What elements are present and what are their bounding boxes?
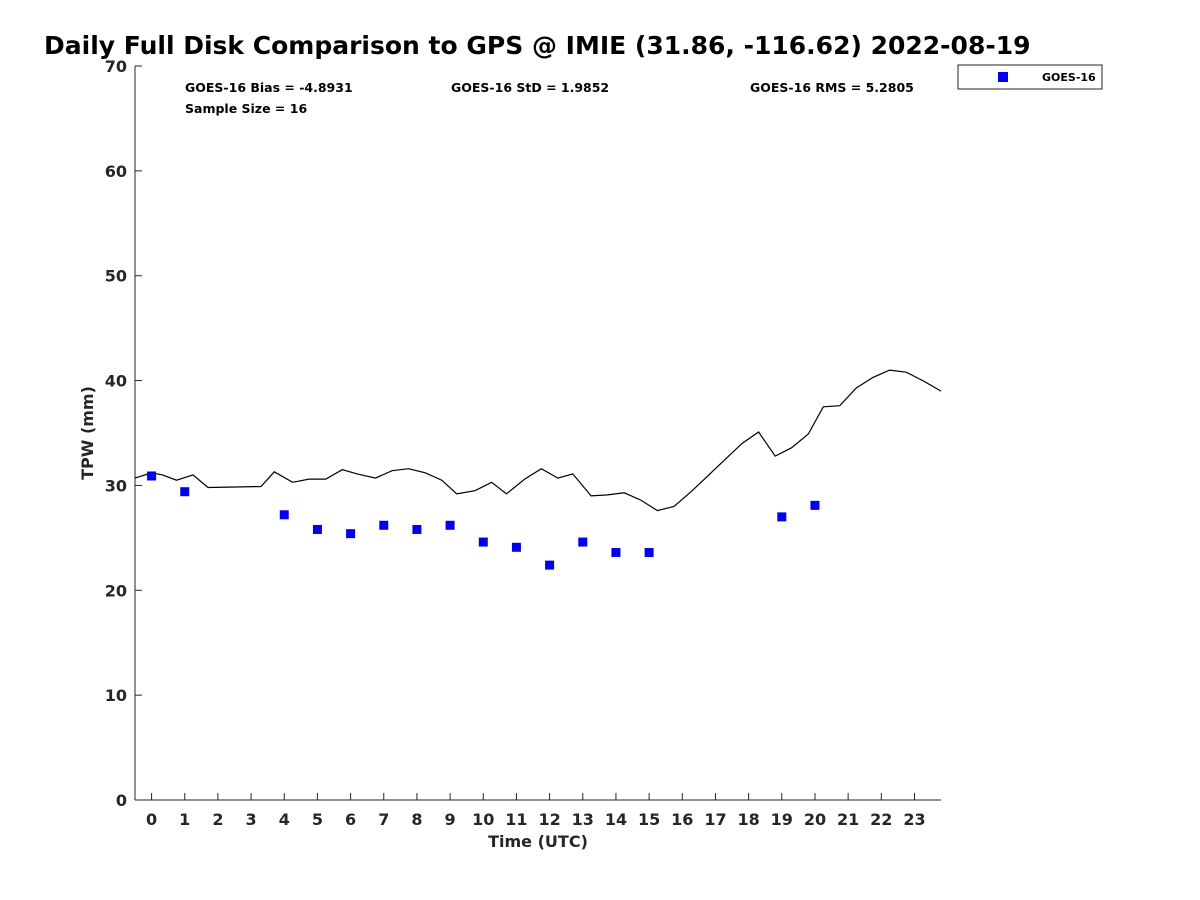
x-tick-label: 19 [771,810,793,829]
x-tick-label: 23 [903,810,925,829]
axes [134,66,941,801]
legend-box [957,64,1103,90]
goes-16-point [312,524,322,534]
y-ticks: 0 10 20 30 40 50 60 70 [105,57,142,810]
y-tick-label: 40 [105,372,127,391]
x-tick-label: 1 [179,810,190,829]
goes-16-point [777,512,787,522]
x-tick-label: 21 [837,810,859,829]
x-tick-label: 4 [279,810,290,829]
y-tick-label: 0 [116,791,127,810]
goes-16-point [478,537,488,547]
legend-marker-goes-16 [998,72,1008,82]
y-tick-label: 20 [105,581,127,600]
y-tick-label: 10 [105,686,127,705]
x-tick-label: 12 [538,810,560,829]
goes-16-point [644,548,654,558]
goes-16-point [147,471,157,481]
goes-16-point [545,560,555,570]
stat-std: GOES-16 StD = 1.9852 [451,80,609,95]
x-tick-label: 3 [246,810,257,829]
goes-16-point [445,520,455,530]
y-tick-label: 70 [105,57,127,76]
gps-line [134,369,942,512]
x-tick-label: 22 [870,810,892,829]
x-axis-label: Time (UTC) [488,832,588,851]
y-tick-label: 60 [105,162,127,181]
goes-16-point [379,520,389,530]
x-tick-label: 5 [312,810,323,829]
goes-16-point [180,487,190,497]
goes-16-point [346,529,356,539]
x-tick-label: 20 [804,810,826,829]
x-tick-label: 2 [212,810,223,829]
goes-16-point [611,548,621,558]
goes-16-point [412,524,422,534]
x-tick-label: 7 [378,810,389,829]
stat-sample-size: Sample Size = 16 [185,101,307,116]
y-tick-label: 50 [105,267,127,286]
x-tick-label: 8 [411,810,422,829]
y-tick-label: 30 [105,476,127,495]
goes-16-point [810,500,820,510]
x-tick-label: 9 [445,810,456,829]
x-tick-label: 15 [638,810,660,829]
x-tick-label: 17 [704,810,726,829]
chart-title: Daily Full Disk Comparison to GPS @ IMIE… [44,31,1031,60]
x-tick-label: 10 [472,810,494,829]
legend: GOES-16 [957,64,1103,90]
x-tick-label: 6 [345,810,356,829]
x-tick-label: 13 [572,810,594,829]
goes-16-series [147,471,820,570]
x-tick-label: 11 [505,810,527,829]
goes-16-point [279,510,289,520]
gps-series [134,369,942,512]
legend-label-goes-16: GOES-16 [1042,71,1096,84]
x-tick-label: 18 [737,810,759,829]
stat-bias: GOES-16 Bias = -4.8931 [185,80,353,95]
x-ticks: 0 1 2 3 4 5 6 7 8 9 10 11 12 13 14 15 16 17 18 19 20 21 22 23 [146,793,926,829]
stat-rms: GOES-16 RMS = 5.2805 [750,80,914,95]
x-tick-label: 0 [146,810,157,829]
y-axis-label: TPW (mm) [78,386,97,480]
x-tick-label: 16 [671,810,693,829]
x-tick-label: 14 [605,810,627,829]
goes-16-point [578,537,588,547]
goes-16-point [511,542,521,552]
